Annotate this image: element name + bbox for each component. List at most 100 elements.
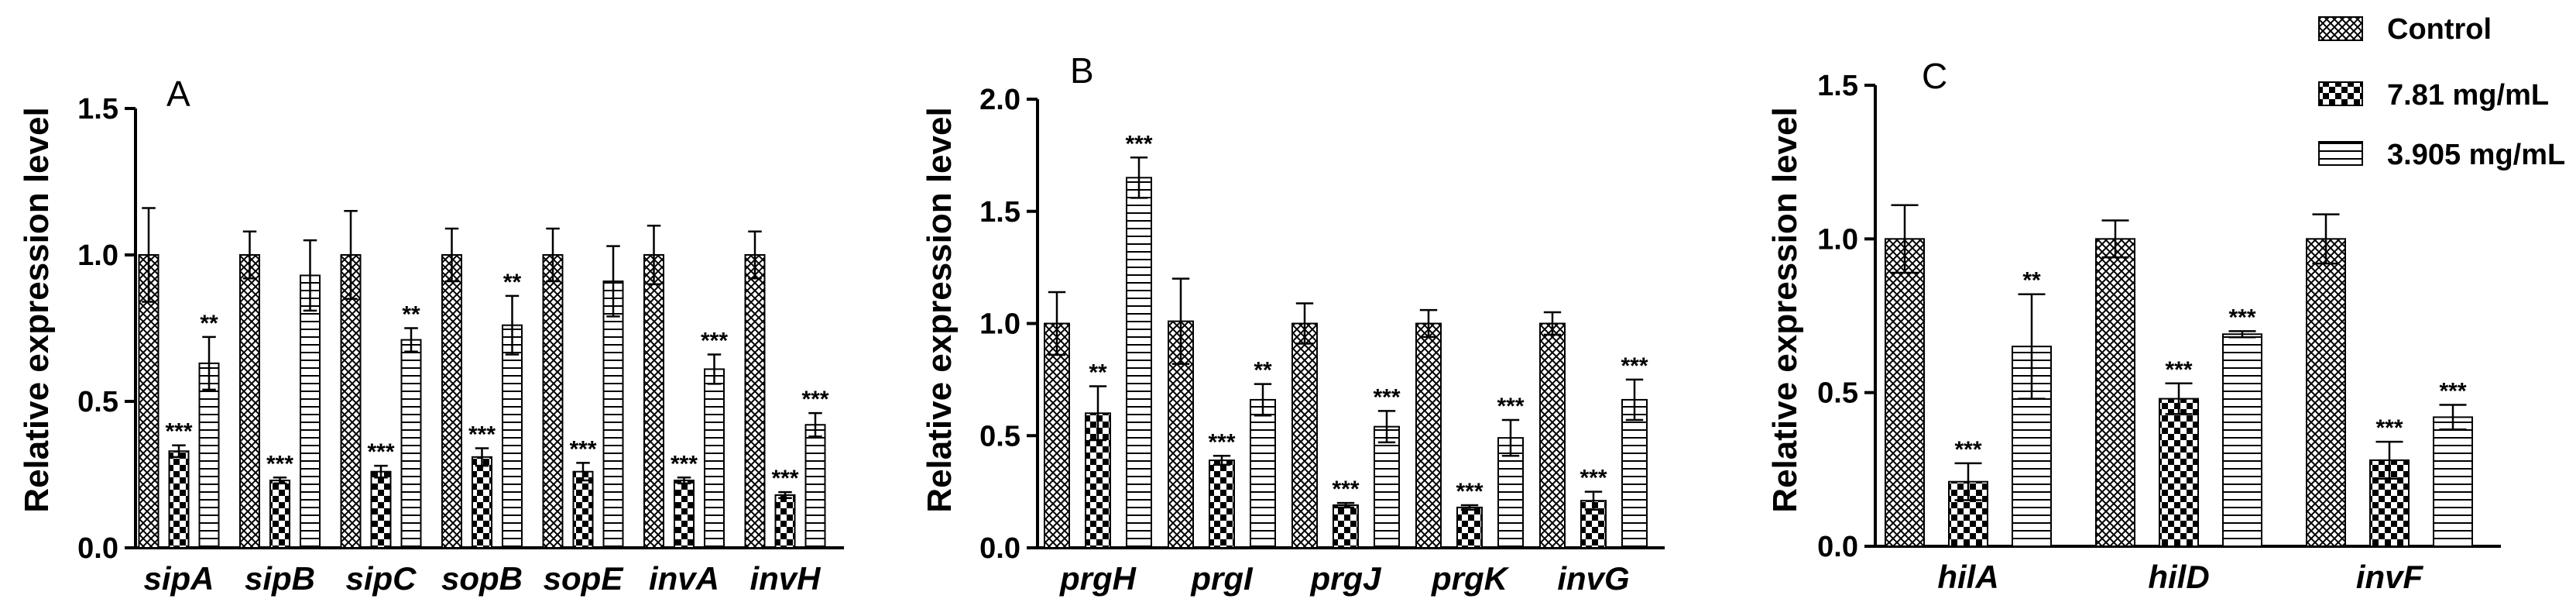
bar-control-prgK bbox=[1415, 322, 1442, 549]
significance-3-905-hilD: *** bbox=[2228, 305, 2255, 330]
x-tick-label-sipC: sipC bbox=[345, 560, 417, 597]
panel-a-plot: 0.00.51.01.5*****sipA***sipB*****sipC***… bbox=[77, 93, 844, 597]
significance-3-905-invA: *** bbox=[701, 329, 728, 354]
x-tick-label-sipB: sipB bbox=[245, 560, 315, 597]
bar-control-hilA bbox=[1885, 238, 1925, 547]
panel-c-plot: 0.00.51.01.5*****hilA******hilD******inv… bbox=[1817, 70, 2501, 595]
significance-7-81-prgH: ** bbox=[1089, 360, 1107, 386]
significance-7-81-sipC: *** bbox=[367, 439, 394, 465]
y-tick-label: 0.5 bbox=[979, 420, 1020, 453]
significance-7-81-invF: *** bbox=[2375, 415, 2403, 441]
significance-7-81-invA: *** bbox=[671, 451, 698, 477]
y-tick-label: 1.0 bbox=[1817, 223, 1858, 256]
bar-control-hilD bbox=[2095, 238, 2135, 547]
legend-label-3-905: 3.905 mg/mL bbox=[2387, 139, 2565, 171]
panel-b-plot: 0.00.51.01.52.0*****prgH*****prgI******p… bbox=[979, 84, 1665, 597]
x-tick-label-prgJ: prgJ bbox=[1309, 560, 1382, 597]
bar-control-sopB bbox=[441, 254, 462, 549]
bar-3-905-sopE bbox=[602, 280, 624, 549]
bar-control-sipC bbox=[340, 254, 362, 549]
significance-7-81-sipA: *** bbox=[165, 419, 192, 445]
legend-swatch-7-81 bbox=[2318, 81, 2363, 106]
x-tick-label-invA: invA bbox=[649, 560, 719, 597]
panel-b-y-axis-label: Relative expression level bbox=[921, 107, 959, 512]
legend-item-control: Control bbox=[2318, 13, 2492, 46]
bar-7-81-invA bbox=[674, 480, 695, 549]
bar-7-81-prgK bbox=[1456, 506, 1483, 549]
significance-3-905-sopB: ** bbox=[503, 270, 522, 295]
y-tick-label: 1.5 bbox=[1817, 70, 1858, 102]
significance-7-81-hilA: *** bbox=[1954, 437, 1981, 463]
bar-control-prgJ bbox=[1291, 322, 1318, 549]
bar-3-905-sipB bbox=[300, 274, 321, 549]
bar-control-invA bbox=[643, 254, 664, 549]
significance-7-81-sopE: *** bbox=[569, 436, 596, 462]
legend-item-7-81: 7.81 mg/mL bbox=[2318, 79, 2549, 112]
bar-3-905-sipA bbox=[198, 362, 220, 549]
significance-7-81-prgI: *** bbox=[1208, 429, 1235, 455]
bar-3-905-sipC bbox=[400, 339, 422, 549]
bar-7-81-sipC bbox=[370, 470, 392, 549]
bar-3-905-prgH bbox=[1126, 177, 1152, 549]
bar-3-905-sopB bbox=[502, 324, 523, 549]
bar-7-81-prgJ bbox=[1333, 504, 1359, 549]
bar-control-invF bbox=[2306, 238, 2346, 547]
significance-7-81-sopB: *** bbox=[468, 422, 496, 447]
bar-control-sopE bbox=[542, 254, 564, 549]
bar-7-81-prgI bbox=[1209, 459, 1235, 549]
significance-3-905-sipC: ** bbox=[402, 302, 420, 328]
bar-3-905-hilD bbox=[2222, 333, 2262, 547]
significance-3-905-prgJ: *** bbox=[1373, 384, 1400, 410]
y-tick-label: 1.5 bbox=[979, 196, 1020, 229]
y-tick-label: 1.0 bbox=[77, 239, 118, 272]
panel-c-label: C bbox=[1922, 56, 1947, 96]
significance-7-81-invH: *** bbox=[771, 466, 798, 491]
y-tick-label: 0.0 bbox=[77, 532, 118, 565]
bar-3-905-invG bbox=[1621, 398, 1648, 549]
panel-b: B Relative expression level 0.0 0.5 1.0 1.5… bbox=[921, 50, 1665, 597]
legend: Control 7.81 mg/mL 3.905 mg/mL bbox=[2318, 13, 2565, 171]
panel-c: C Relative expression level 0.0 0.5 1.0 1.5… bbox=[1766, 56, 2501, 595]
significance-7-81-prgJ: *** bbox=[1332, 477, 1359, 502]
legend-label-control: Control bbox=[2387, 13, 2492, 46]
bar-3-905-invF bbox=[2433, 416, 2473, 548]
bar-7-81-invH bbox=[774, 494, 796, 549]
panel-a: A Relative expression level 0.0 0.5 1.0 1.5… bbox=[18, 74, 844, 597]
x-tick-label-invH: invH bbox=[749, 560, 822, 597]
legend-label-7-81: 7.81 mg/mL bbox=[2387, 79, 2549, 112]
x-tick-label-sopE: sopE bbox=[544, 560, 625, 597]
bar-7-81-sopE bbox=[572, 470, 594, 549]
legend-item-3-905: 3.905 mg/mL bbox=[2318, 139, 2565, 171]
significance-3-905-invF: *** bbox=[2439, 379, 2466, 404]
bar-control-invH bbox=[744, 254, 766, 549]
significance-7-81-hilD: *** bbox=[2165, 357, 2192, 383]
legend-swatch-3-905 bbox=[2318, 141, 2363, 166]
legend-swatch-control bbox=[2318, 16, 2363, 41]
x-tick-label-invF: invF bbox=[2356, 559, 2424, 595]
significance-3-905-prgI: ** bbox=[1254, 358, 1272, 384]
significance-3-905-prgK: *** bbox=[1497, 394, 1524, 419]
y-tick-label: 0.5 bbox=[77, 386, 118, 418]
significance-3-905-sipA: ** bbox=[200, 311, 218, 336]
significance-3-905-prgH: *** bbox=[1125, 131, 1152, 157]
y-tick-label: 0.0 bbox=[1817, 531, 1858, 563]
bar-control-sipB bbox=[239, 254, 260, 549]
bar-7-81-sipB bbox=[269, 480, 290, 549]
bar-7-81-hilD bbox=[2159, 397, 2199, 547]
bar-control-prgH bbox=[1044, 322, 1070, 549]
significance-3-905-invH: *** bbox=[801, 387, 828, 412]
panel-a-label: A bbox=[166, 74, 190, 114]
bar-7-81-sopB bbox=[472, 456, 492, 549]
bar-3-905-prgI bbox=[1250, 398, 1276, 549]
x-tick-label-prgK: prgK bbox=[1431, 560, 1510, 597]
x-tick-label-invG: invG bbox=[1557, 560, 1629, 597]
significance-3-905-hilA: ** bbox=[2022, 268, 2041, 294]
y-tick-label: 1.5 bbox=[77, 93, 118, 126]
significance-7-81-invG: *** bbox=[1580, 466, 1607, 491]
bar-control-invG bbox=[1539, 322, 1566, 549]
bar-3-905-invA bbox=[704, 368, 725, 549]
significance-7-81-prgK: *** bbox=[1456, 479, 1483, 504]
x-tick-label-prgH: prgH bbox=[1059, 560, 1137, 597]
bar-7-81-sipA bbox=[168, 450, 190, 549]
